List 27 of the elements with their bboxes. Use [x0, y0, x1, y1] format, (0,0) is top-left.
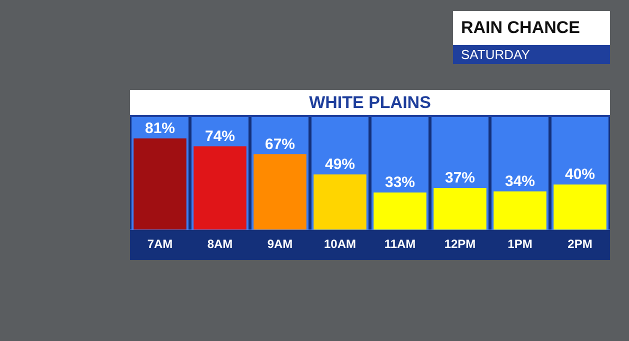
- bar: [434, 188, 486, 230]
- x-tick-label: 2PM: [568, 237, 592, 252]
- bar: [134, 138, 186, 230]
- chart-subtitle: SATURDAY: [453, 45, 610, 64]
- bar: [194, 146, 246, 230]
- chart-title: RAIN CHANCE: [453, 11, 610, 45]
- data-label: 49%: [324, 156, 356, 174]
- data-label: 33%: [384, 174, 416, 192]
- bar: [494, 191, 546, 230]
- bar: [554, 184, 606, 230]
- data-label: 81%: [144, 120, 176, 138]
- x-tick-label: 1PM: [508, 237, 532, 252]
- data-label: 40%: [564, 166, 596, 184]
- x-tick-label: 9AM: [267, 237, 293, 252]
- x-tick-label: 11AM: [384, 237, 416, 252]
- x-tick-label: 12PM: [444, 237, 476, 252]
- bar: [374, 192, 426, 230]
- x-tick-label: 10AM: [324, 237, 356, 252]
- data-label: 67%: [264, 136, 296, 153]
- bar: [254, 154, 306, 230]
- x-tick-label: 7AM: [147, 237, 173, 252]
- bar: [314, 174, 366, 230]
- text: WHITE PLAINS: [130, 90, 610, 117]
- data-label: 74%: [204, 128, 236, 145]
- data-label: 34%: [504, 172, 536, 190]
- x-tick-label: 8AM: [207, 237, 233, 252]
- data-label: 37%: [444, 170, 476, 187]
